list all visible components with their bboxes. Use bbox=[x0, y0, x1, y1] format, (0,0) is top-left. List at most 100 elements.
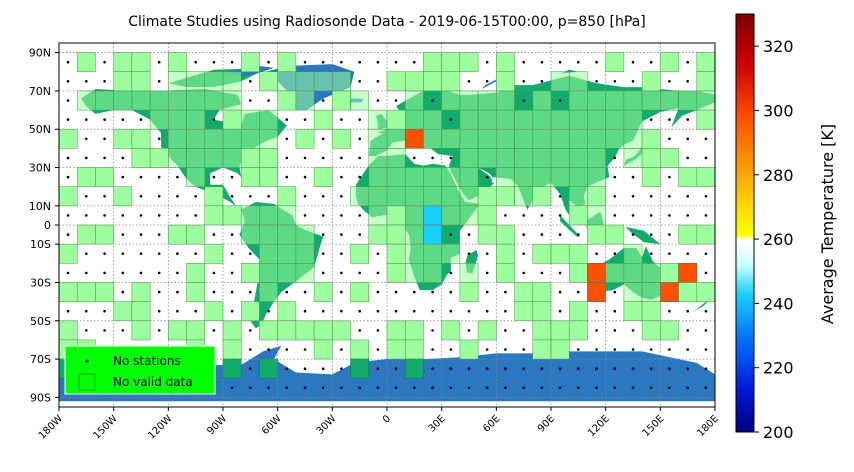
no-valid-data-cell bbox=[368, 128, 388, 149]
no-valid-data-cell bbox=[459, 205, 479, 226]
no-valid-data-cell bbox=[259, 148, 278, 168]
no-station-dot bbox=[267, 60, 270, 64]
no-station-dot bbox=[85, 271, 88, 275]
no-station-dot bbox=[66, 99, 70, 102]
no-valid-data-cell bbox=[168, 71, 187, 92]
no-station-dot bbox=[212, 233, 216, 236]
no-station-dot bbox=[504, 329, 507, 332]
no-station-dot bbox=[595, 386, 598, 390]
no-valid-data-cell bbox=[113, 52, 133, 73]
colorbar-ticks: 200 220 240 260 280 300 320 bbox=[754, 37, 794, 442]
no-valid-data-cell bbox=[532, 186, 552, 207]
no-station-dot bbox=[103, 195, 106, 198]
no-station-dot bbox=[522, 214, 525, 217]
no-station-dot bbox=[358, 118, 362, 121]
no-station-dot bbox=[577, 60, 580, 64]
no-station-dot bbox=[121, 290, 125, 294]
no-station-dot bbox=[230, 309, 234, 313]
no-station-dot bbox=[467, 386, 471, 390]
no-valid-data-cell bbox=[332, 320, 351, 341]
no-station-dot bbox=[103, 252, 106, 255]
no-station-dot bbox=[485, 175, 489, 179]
no-station-dot bbox=[194, 252, 197, 255]
no-station-dot bbox=[394, 386, 398, 390]
no-station-dot bbox=[85, 309, 88, 313]
no-valid-data-cell bbox=[259, 224, 278, 245]
no-valid-data-cell bbox=[240, 52, 260, 73]
colorbar-tick-label: 200 bbox=[763, 423, 794, 442]
no-station-dot bbox=[668, 348, 671, 351]
no-station-dot bbox=[157, 80, 161, 83]
no-valid-data-cell bbox=[404, 339, 424, 360]
no-valid-data-cell bbox=[295, 224, 315, 245]
no-valid-data-cell bbox=[368, 167, 388, 187]
no-valid-data-cell bbox=[423, 109, 442, 130]
no-station-dot bbox=[577, 348, 580, 351]
no-station-dot bbox=[613, 156, 617, 160]
no-valid-data-cell bbox=[514, 186, 534, 207]
lon-tick-label: 90W bbox=[205, 413, 229, 437]
no-valid-data-cell bbox=[313, 339, 333, 360]
no-valid-data-cell bbox=[277, 320, 297, 341]
no-valid-data-cell bbox=[259, 243, 278, 264]
no-station-dot bbox=[686, 156, 689, 160]
lat-tick-label: 70N bbox=[29, 85, 51, 98]
no-station-dot bbox=[504, 386, 507, 390]
no-station-dot bbox=[176, 175, 179, 179]
no-valid-data-cell bbox=[477, 224, 497, 245]
no-station-dot bbox=[176, 271, 179, 275]
no-valid-data-cell bbox=[386, 205, 406, 226]
no-station-dot bbox=[431, 348, 434, 351]
no-valid-data-cell bbox=[332, 90, 351, 111]
no-station-dot bbox=[394, 367, 398, 371]
no-station-dot bbox=[139, 271, 143, 275]
no-valid-data-cell bbox=[550, 320, 570, 341]
no-station-dot bbox=[577, 233, 580, 236]
lat-tick-label: 0 bbox=[44, 219, 51, 232]
no-valid-data-cell bbox=[59, 282, 78, 302]
no-valid-data-cell bbox=[641, 90, 661, 111]
no-station-dot bbox=[376, 367, 380, 371]
no-valid-data-cell bbox=[404, 109, 424, 130]
no-valid-data-cell bbox=[76, 282, 96, 302]
no-station-dot bbox=[540, 214, 544, 217]
no-valid-data-cell bbox=[259, 167, 278, 187]
no-station-dot bbox=[704, 329, 708, 332]
no-valid-data-cell bbox=[313, 282, 333, 302]
no-station-dot bbox=[394, 99, 398, 102]
no-station-dot bbox=[413, 156, 416, 160]
no-station-dot bbox=[103, 309, 106, 313]
no-valid-data-cell bbox=[350, 282, 370, 302]
no-station-dot bbox=[649, 386, 653, 390]
no-valid-data-cell bbox=[95, 282, 114, 302]
no-valid-data-cell bbox=[477, 205, 497, 226]
no-station-dot bbox=[249, 367, 252, 371]
no-valid-data-cell bbox=[678, 167, 698, 187]
no-valid-data-cell bbox=[496, 224, 515, 245]
no-valid-data-cell bbox=[514, 282, 534, 302]
colorbar-label: Average Temperature [K] bbox=[818, 124, 837, 324]
no-station-dot bbox=[449, 309, 453, 313]
no-valid-data-cell bbox=[313, 71, 333, 92]
colorbar-tick-label: 240 bbox=[763, 294, 794, 313]
no-station-dot bbox=[303, 348, 307, 351]
no-station-dot bbox=[668, 80, 671, 83]
no-station-dot bbox=[467, 233, 471, 236]
no-station-dot bbox=[485, 309, 489, 313]
no-station-dot bbox=[303, 118, 307, 121]
no-valid-data-cell bbox=[186, 167, 206, 187]
no-valid-data-cell bbox=[568, 167, 588, 187]
no-valid-data-cell bbox=[95, 167, 114, 187]
no-station-dot bbox=[613, 195, 617, 198]
no-valid-data-cell bbox=[295, 128, 315, 149]
no-valid-data-cell bbox=[259, 282, 278, 302]
no-valid-data-cell bbox=[477, 186, 497, 207]
no-station-dot bbox=[321, 195, 325, 198]
no-station-dot bbox=[394, 290, 398, 294]
no-valid-data-cell bbox=[222, 109, 242, 130]
no-station-dot bbox=[485, 367, 489, 371]
no-station-dot bbox=[595, 329, 598, 332]
no-valid-data-cell bbox=[477, 148, 497, 168]
no-station-dot bbox=[285, 175, 289, 179]
lat-axis: 90N 70N 50N 30N 10N 0 10S 30S 50S 70S 90S bbox=[29, 47, 59, 404]
